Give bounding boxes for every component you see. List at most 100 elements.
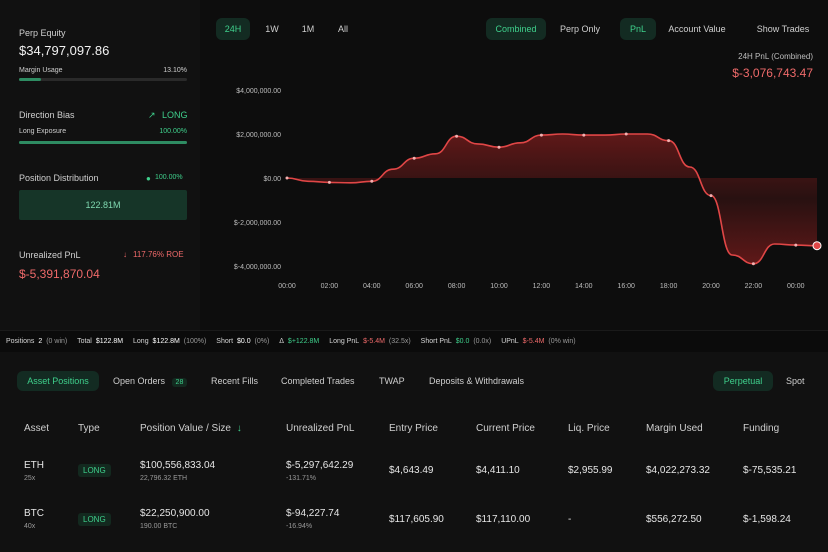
account-summary-panel: Perp Equity $34,797,097.86 Margin Usage … bbox=[0, 0, 200, 330]
pnl-area-chart: $4,000,000.00 $2,000,000.00 $0.00 $-2,000,0… bbox=[234, 88, 822, 290]
direction-bias-value: LONG bbox=[162, 110, 188, 120]
position-distribution-bar-label: 122.81M bbox=[85, 200, 121, 210]
tab-pnl[interactable]: PnL bbox=[629, 24, 646, 34]
pnl-line bbox=[286, 133, 818, 265]
summary-value: $-3,076,743.47 bbox=[732, 66, 813, 80]
pnl-point bbox=[582, 133, 586, 137]
x-tick-label: 14:00 bbox=[575, 283, 593, 290]
row-leverage: 40x bbox=[24, 523, 36, 530]
dot-icon: ● bbox=[146, 174, 151, 183]
x-tick-label: 20:00 bbox=[702, 283, 720, 290]
long-exposure-value: 100.00% bbox=[159, 128, 187, 135]
row-leverage: 25x bbox=[24, 475, 36, 482]
positions-stats-bar: Positions 2 (0 win) Total $122.8M Long $… bbox=[0, 330, 828, 352]
pnl-point bbox=[667, 139, 671, 143]
x-tick-label: 16:00 bbox=[617, 283, 635, 290]
stat-delta-label: Δ bbox=[279, 338, 284, 345]
x-tick-label: 22:00 bbox=[745, 283, 763, 290]
col-margin-used[interactable]: Margin Used bbox=[646, 423, 703, 434]
tab-deposits-withdrawals[interactable]: Deposits & Withdrawals bbox=[429, 376, 525, 386]
direction-bias-label: Direction Bias bbox=[19, 110, 75, 120]
show-trades-button[interactable]: Show Trades bbox=[756, 24, 810, 34]
tab-completed-trades[interactable]: Completed Trades bbox=[281, 376, 355, 386]
col-liq-price[interactable]: Liq. Price bbox=[568, 423, 610, 434]
tab-all[interactable]: All bbox=[337, 24, 348, 34]
col-unrealized-pnl[interactable]: Unrealized PnL bbox=[286, 423, 355, 434]
col-asset[interactable]: Asset bbox=[24, 423, 50, 434]
stat-upnl-win: (0% win) bbox=[548, 338, 576, 345]
tab-spot[interactable]: Spot bbox=[786, 376, 805, 386]
position-distribution-bar: 122.81M bbox=[19, 190, 187, 220]
tab-1w[interactable]: 1W bbox=[265, 24, 279, 34]
long-exposure-label: Long Exposure bbox=[19, 128, 67, 135]
margin-usage-bar bbox=[19, 78, 187, 81]
col-funding[interactable]: Funding bbox=[743, 423, 780, 434]
tab-twap[interactable]: TWAP bbox=[379, 376, 405, 386]
row-liq: - bbox=[568, 514, 572, 525]
stat-long-pnl-label: Long PnL bbox=[329, 338, 360, 345]
unrealized-pnl-value: $-5,391,870.04 bbox=[19, 267, 100, 281]
tab-1m[interactable]: 1M bbox=[301, 24, 315, 34]
summary-label: 24H PnL (Combined) bbox=[738, 52, 813, 61]
row-type-badge: LONG bbox=[78, 513, 111, 526]
tab-asset-positions[interactable]: Asset Positions bbox=[27, 376, 89, 386]
tab-perpetual[interactable]: Perpetual bbox=[723, 376, 763, 386]
row-current: $117,110.00 bbox=[476, 514, 531, 525]
stat-positions-win: (0 win) bbox=[46, 338, 68, 345]
x-tick-label: 06:00 bbox=[405, 283, 423, 290]
pnl-point bbox=[370, 179, 374, 183]
row-current: $4,411.10 bbox=[476, 465, 520, 476]
row-size: 190.00 BTC bbox=[140, 523, 178, 530]
stat-positions-label: Positions bbox=[6, 338, 35, 345]
stat-total-value: $122.8M bbox=[95, 338, 124, 345]
roe-value: 117.76% ROE bbox=[133, 250, 184, 259]
col-entry-price[interactable]: Entry Price bbox=[389, 423, 438, 434]
long-exposure-bar bbox=[19, 141, 187, 144]
margin-usage-value: 13.10% bbox=[163, 67, 187, 74]
row-position-value: $100,556,833.04 bbox=[140, 460, 216, 471]
row-size: 22,796.32 ETH bbox=[140, 475, 188, 482]
pnl-point bbox=[751, 262, 755, 266]
col-type[interactable]: Type bbox=[78, 423, 100, 434]
pnl-point bbox=[794, 243, 798, 247]
stat-short-value: $0.0 bbox=[236, 338, 251, 345]
col-current-price[interactable]: Current Price bbox=[476, 423, 535, 434]
row-upnl-pct: -131.71% bbox=[286, 475, 316, 482]
active-tab-bg bbox=[17, 371, 99, 391]
x-tick-label: 04:00 bbox=[363, 283, 381, 290]
tab-24h[interactable]: 24H bbox=[224, 24, 242, 34]
pnl-point bbox=[624, 132, 628, 136]
margin-usage-fill bbox=[19, 78, 41, 81]
active-metric-tab-bg bbox=[620, 18, 656, 40]
col-position-value[interactable]: Position Value / Size ↓ bbox=[140, 423, 242, 434]
stat-short-pct: (0%) bbox=[254, 338, 270, 345]
pnl-point bbox=[455, 134, 459, 138]
pnl-chart-panel: 24H 1W 1M All Combined Perp Only PnL Acc… bbox=[200, 0, 828, 330]
stat-short-pnl-value: $0.0 bbox=[455, 338, 470, 345]
x-tick-label: 08:00 bbox=[448, 283, 466, 290]
active-right-tab-bg bbox=[713, 371, 773, 391]
y-tick-label: $-2,000,000.00 bbox=[234, 220, 281, 227]
row-upnl: $-94,227.74 bbox=[286, 508, 340, 519]
tab-open-orders[interactable]: Open Orders 28 bbox=[113, 371, 188, 393]
stat-upnl-value: $-5.4M bbox=[522, 338, 545, 345]
row-entry: $117,605.90 bbox=[389, 514, 444, 525]
row-upnl-pct: -16.94% bbox=[286, 523, 313, 530]
tab-account-value[interactable]: Account Value bbox=[668, 24, 726, 34]
stat-total-label: Total bbox=[77, 338, 92, 345]
row-asset: BTC bbox=[24, 508, 44, 519]
perp-equity-label: Perp Equity bbox=[19, 28, 66, 38]
y-tick-label: $0.00 bbox=[263, 176, 281, 183]
tab-combined[interactable]: Combined bbox=[495, 24, 537, 34]
tab-perp-only[interactable]: Perp Only bbox=[559, 24, 601, 34]
open-orders-count-badge: 28 bbox=[171, 378, 188, 387]
trend-up-icon: ↗ bbox=[148, 110, 156, 120]
margin-usage-label: Margin Usage bbox=[19, 67, 63, 74]
x-tick-label: 02:00 bbox=[321, 283, 339, 290]
row-funding: $-75,535.21 bbox=[743, 465, 797, 476]
stat-long-pct: (100%) bbox=[183, 338, 207, 345]
tab-recent-fills[interactable]: Recent Fills bbox=[211, 376, 259, 386]
sort-down-icon: ↓ bbox=[236, 423, 242, 434]
stat-short-pnl-label: Short PnL bbox=[420, 338, 452, 345]
x-tick-label: 00:00 bbox=[787, 283, 805, 290]
